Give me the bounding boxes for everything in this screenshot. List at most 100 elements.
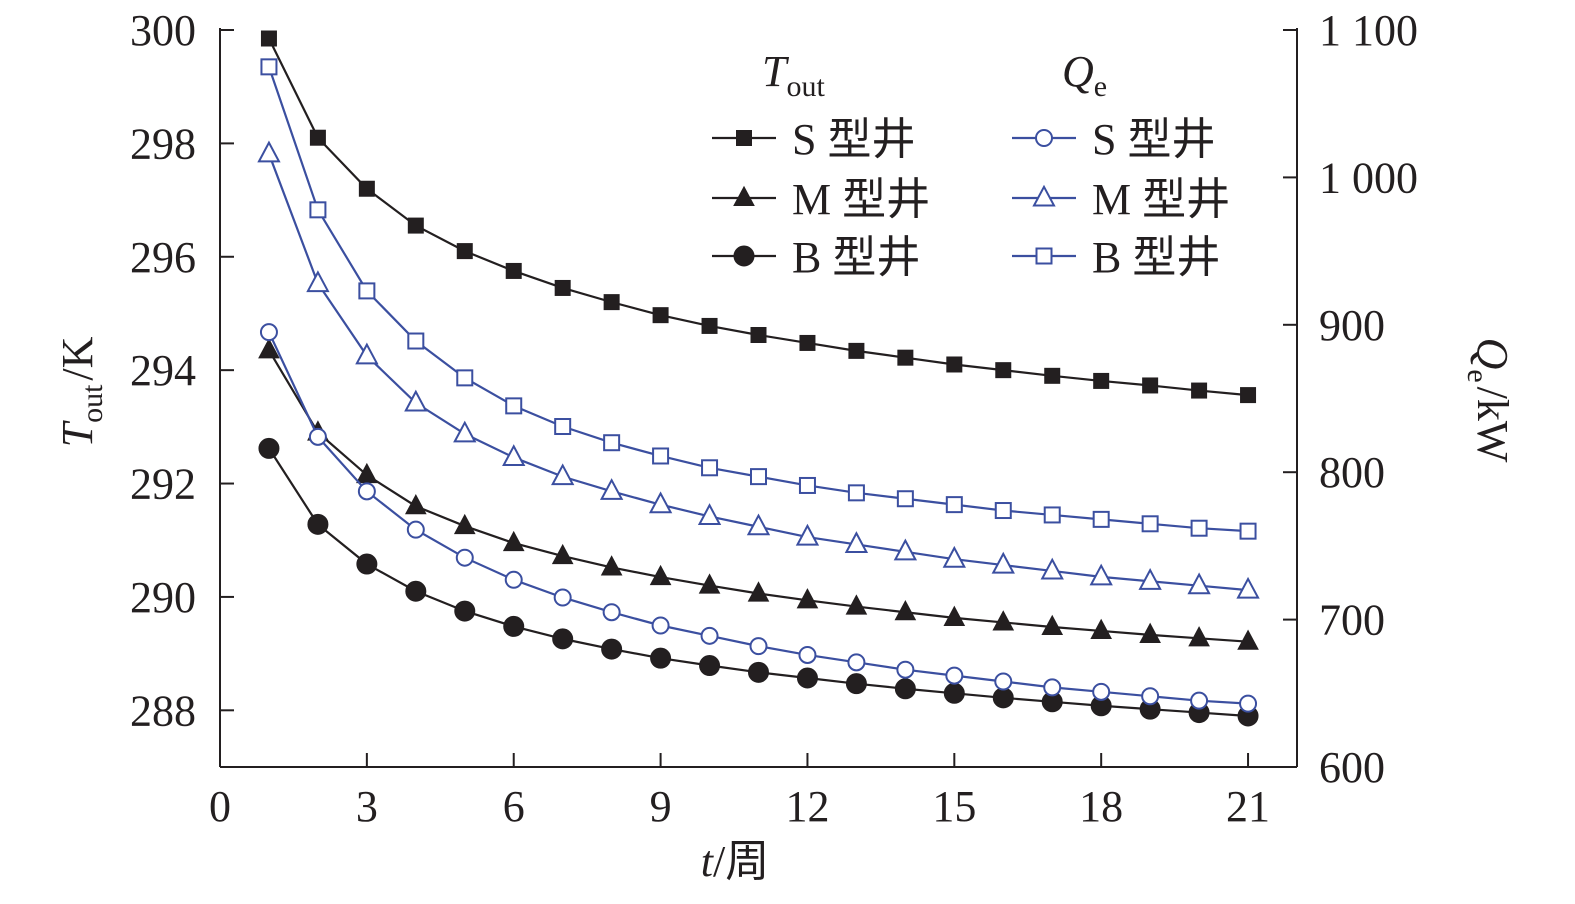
data-point: [1092, 682, 1111, 701]
data-point: [357, 482, 376, 501]
legend-entry: S 型井: [712, 115, 915, 164]
data-point: [405, 580, 427, 602]
data-point: [1043, 506, 1061, 524]
left-y-tick-label: 290: [130, 573, 196, 622]
data-point: [453, 420, 477, 443]
data-point: [505, 262, 522, 279]
legend-entry: M 型井: [1012, 175, 1230, 224]
data-point: [453, 513, 476, 535]
data-point: [848, 342, 865, 359]
data-point: [259, 323, 278, 342]
right-y-tick-label: 900: [1319, 301, 1385, 350]
data-point: [260, 30, 277, 47]
right-y-axis-title: Qe/kW: [1461, 338, 1517, 463]
data-point: [796, 667, 818, 689]
left-y-tick-label: 292: [130, 460, 196, 509]
data-point: [603, 294, 620, 311]
data-point: [747, 581, 770, 602]
data-point: [750, 468, 767, 486]
legend-label: S 型井: [792, 115, 915, 164]
x-tick-label: 3: [356, 782, 378, 831]
data-point: [748, 661, 769, 683]
data-point: [845, 594, 868, 615]
data-point: [1188, 626, 1210, 647]
data-point: [356, 462, 378, 484]
x-tick-label: 21: [1226, 782, 1270, 831]
data-point: [257, 140, 281, 163]
data-point: [992, 610, 1015, 631]
x-tick-label: 12: [785, 782, 829, 831]
legend-header-qe: Qe: [1062, 47, 1107, 103]
data-point: [551, 463, 575, 486]
series-2: [258, 437, 1259, 727]
data-point: [1093, 372, 1110, 389]
x-tick-label: 6: [503, 782, 525, 831]
data-point: [1187, 572, 1211, 595]
data-point: [652, 307, 669, 324]
data-point: [994, 502, 1012, 520]
series-1: [258, 338, 1259, 650]
x-tick-label: 9: [650, 782, 672, 831]
data-point: [454, 600, 476, 622]
data-point: [749, 637, 768, 656]
data-point: [456, 243, 473, 260]
data-point: [798, 645, 817, 664]
data-point: [307, 513, 329, 535]
plot-area: [257, 30, 1260, 727]
data-point: [893, 538, 918, 561]
data-point: [258, 338, 280, 359]
data-point: [1138, 567, 1162, 590]
x-tick-label: 0: [209, 782, 231, 831]
data-point: [651, 616, 670, 635]
legend-label: B 型井: [1092, 233, 1220, 282]
right-y-tick-label: 1 000: [1319, 153, 1418, 202]
right-y-tick-label: 600: [1319, 743, 1385, 792]
left-y-tick-label: 296: [130, 233, 196, 282]
data-point: [552, 628, 574, 650]
data-point: [554, 418, 572, 436]
data-point: [946, 356, 963, 373]
legend-label: B 型井: [792, 233, 920, 282]
x-tick-label: 18: [1079, 782, 1123, 831]
data-point: [847, 484, 865, 502]
data-point: [795, 523, 820, 546]
data-point: [1237, 629, 1259, 650]
data-point: [603, 434, 621, 452]
data-point: [943, 605, 966, 626]
data-point: [503, 615, 525, 637]
data-point: [308, 427, 327, 446]
legend-entry: B 型井: [712, 233, 920, 282]
data-point: [600, 555, 623, 576]
data-point: [407, 217, 424, 234]
data-point: [650, 647, 672, 669]
data-point: [1139, 622, 1161, 643]
data-point: [1236, 576, 1260, 599]
data-point: [404, 389, 428, 412]
data-point: [309, 201, 327, 219]
x-axis-title: t/周: [701, 837, 769, 886]
data-point: [1092, 510, 1110, 528]
data-point: [407, 332, 425, 350]
data-point: [945, 666, 964, 685]
data-point: [943, 682, 965, 704]
data-point: [1141, 515, 1159, 533]
data-point: [1239, 694, 1258, 713]
data-point: [844, 531, 869, 553]
data-point: [601, 638, 623, 660]
legend-marker: [733, 185, 755, 207]
data-point: [1141, 687, 1160, 706]
legend-entry: M 型井: [712, 175, 930, 224]
data-point: [994, 672, 1013, 691]
series-0: [260, 30, 1257, 404]
data-point: [1044, 367, 1061, 384]
axes: 0 3 6 9 12 15 18 21 288 290 292 294 296 298 300 600 700 8…: [130, 6, 1418, 831]
legend-marker: [736, 130, 752, 146]
data-point: [991, 551, 1015, 574]
legend-entry: B 型井: [1012, 233, 1220, 282]
data-point: [1090, 618, 1113, 639]
legend-header-tout: Tout: [762, 47, 825, 103]
data-point: [306, 270, 330, 293]
data-point: [502, 444, 526, 467]
data-point: [798, 476, 816, 494]
